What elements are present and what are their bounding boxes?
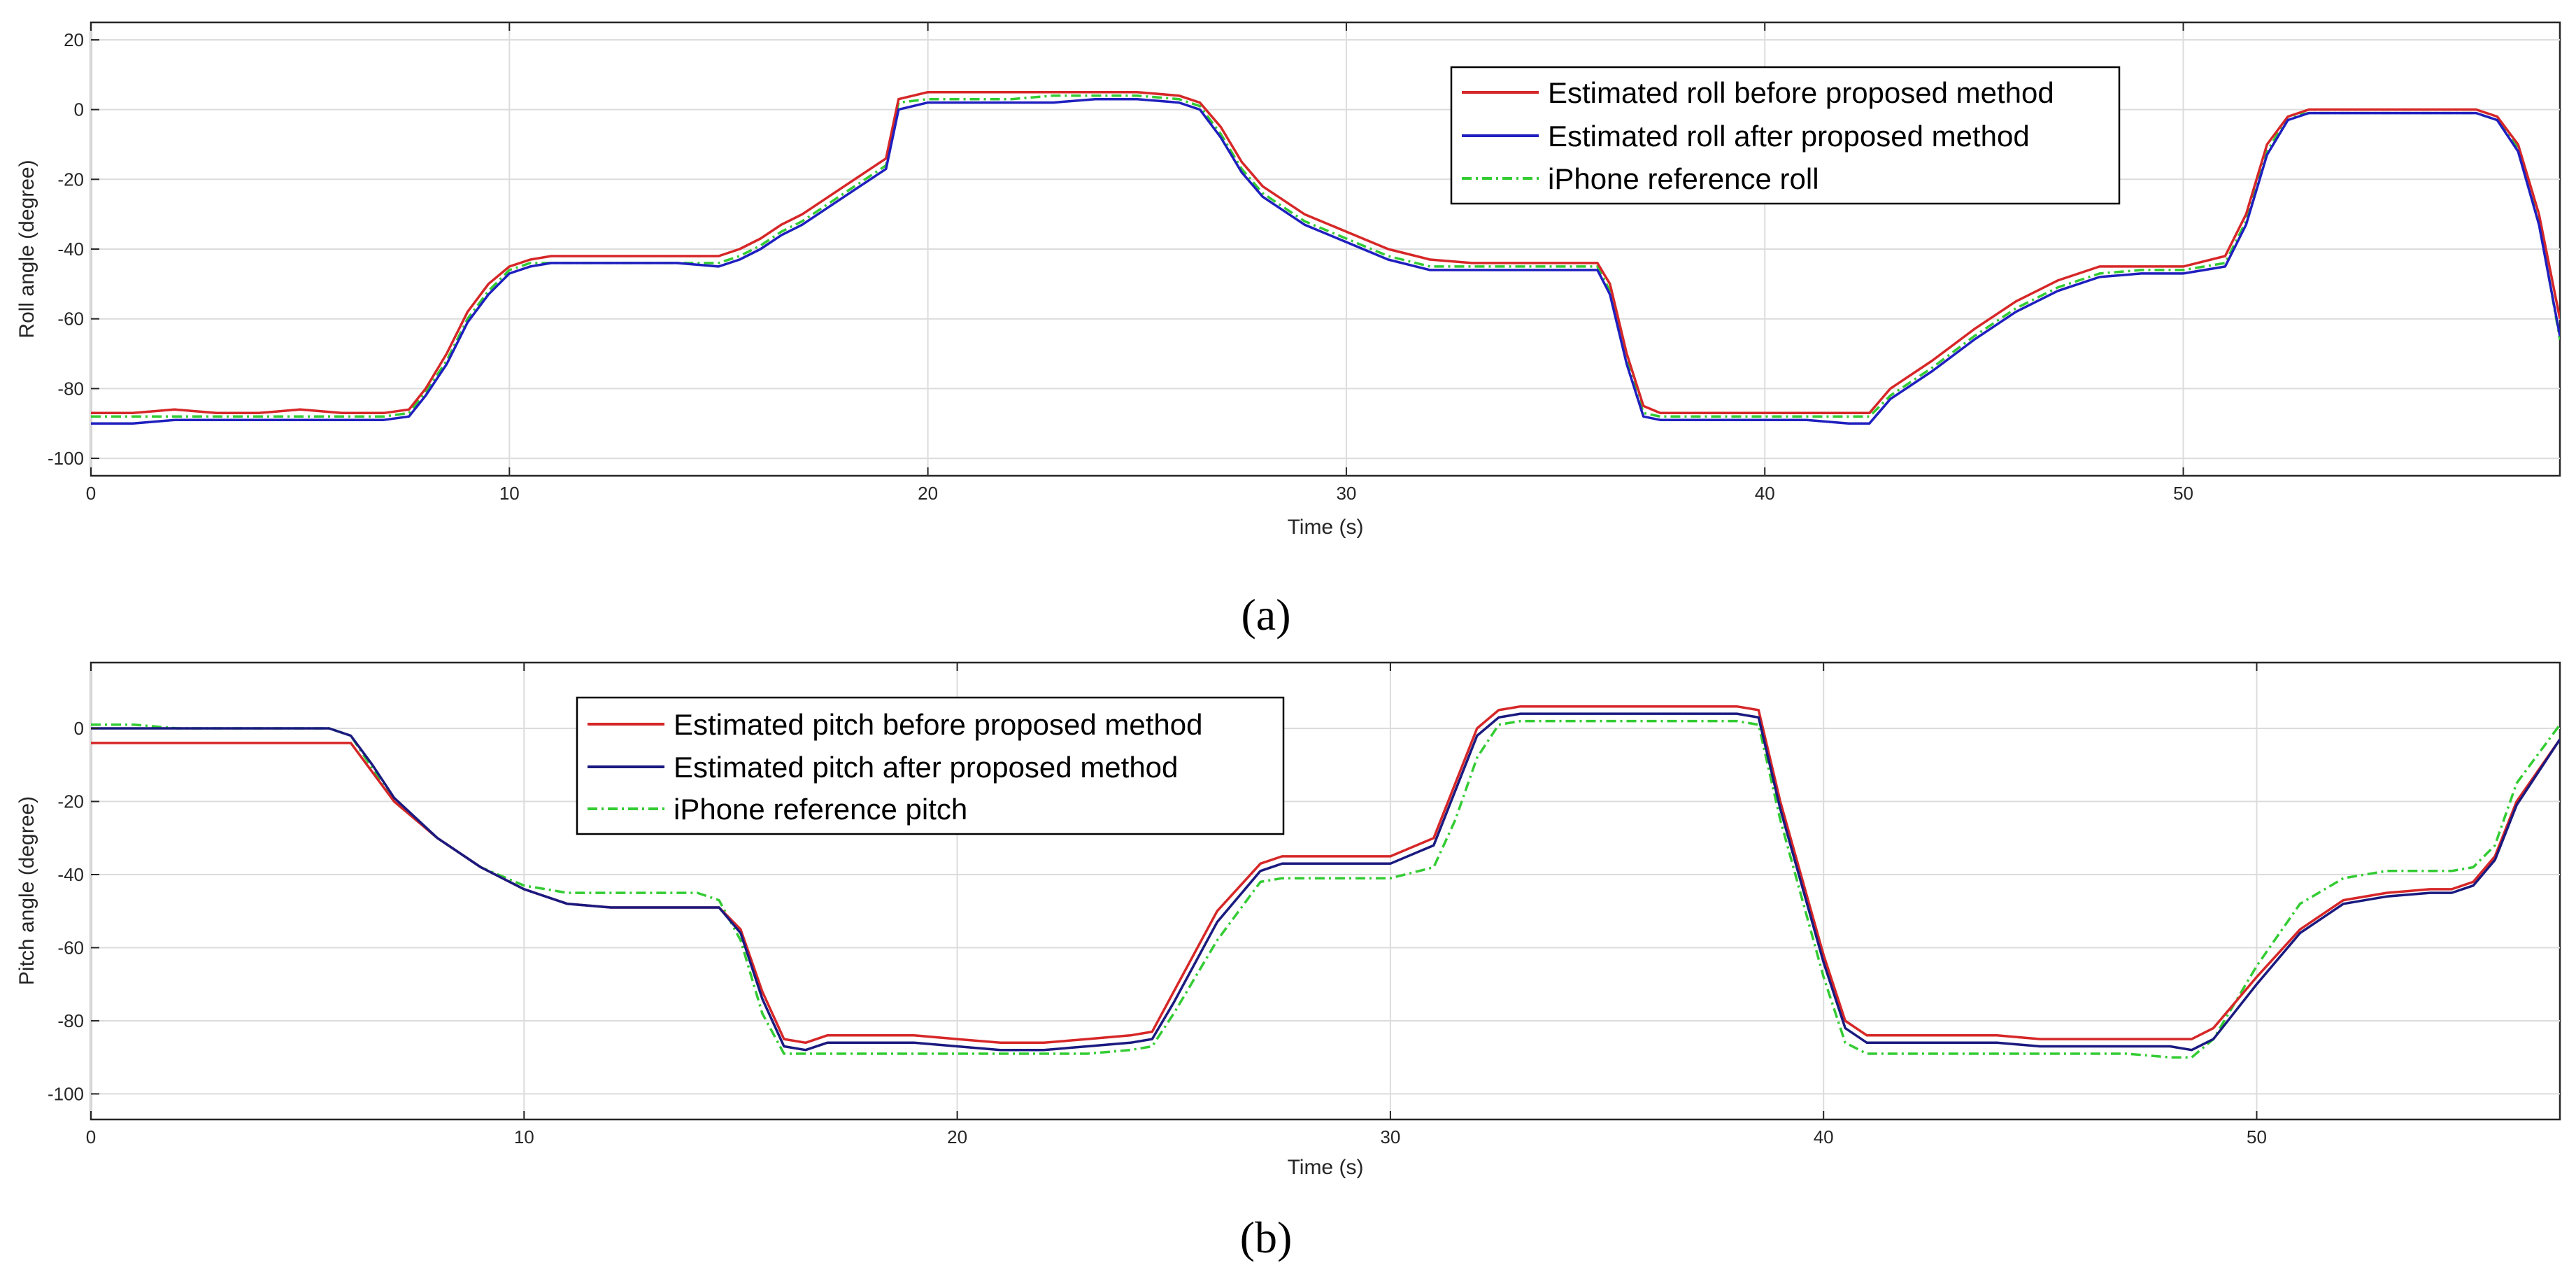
pitch-grid	[90, 663, 2560, 1119]
pitch-x-tick-label: 20	[947, 1126, 967, 1147]
pitch-x-tick-label: 50	[2247, 1126, 2267, 1147]
roll-y-tick-label: -80	[57, 378, 84, 399]
pitch-x-tick-label: 40	[1814, 1126, 1834, 1147]
roll-y-axis-label: Roll angle (degree)	[15, 160, 38, 338]
roll-x-tick-label: 0	[86, 483, 96, 504]
pitch-series-group	[91, 705, 2560, 1059]
pitch-series-line-3	[91, 719, 2560, 1059]
roll-y-tick-label: -100	[48, 448, 84, 469]
pitch-legend: Estimated pitch before proposed method E…	[576, 696, 1285, 835]
roll-y-tick-label: -60	[57, 309, 84, 330]
roll-x-tick-label: 30	[1336, 483, 1356, 504]
pitch-y-tick-label: -80	[57, 1010, 84, 1031]
roll-grid	[90, 22, 2560, 476]
pitch-chart: 0 10 20 30 40 50 0 -20 -40 -60 -80 -100 Time (s) Pi…	[15, 661, 2561, 1262]
pitch-panel-caption: (b)	[1240, 1213, 1293, 1262]
roll-series-line-3	[91, 94, 2560, 418]
roll-legend-label: iPhone reference roll	[1548, 162, 1819, 195]
pitch-y-tick-label: -20	[57, 791, 84, 812]
roll-legend: Estimated roll before proposed method Es…	[1450, 66, 2121, 205]
roll-panel-caption: (a)	[1241, 590, 1290, 639]
roll-legend-label: Estimated roll before proposed method	[1548, 76, 2054, 109]
roll-x-tick-label: 20	[918, 483, 938, 504]
pitch-plot-area	[90, 661, 2561, 1121]
roll-series-line-2	[91, 97, 2560, 425]
pitch-y-tick-label: -100	[48, 1083, 84, 1104]
roll-legend-box	[1450, 66, 2121, 205]
pitch-y-tick-label: -60	[57, 937, 84, 958]
pitch-ticks: 0 10 20 30 40 50 0 -20 -40 -60 -80 -100	[48, 663, 2267, 1147]
pitch-x-tick-label: 30	[1380, 1126, 1400, 1147]
pitch-y-axis-label: Pitch angle (degree)	[15, 796, 38, 985]
pitch-legend-label: iPhone reference pitch	[674, 793, 967, 826]
roll-x-tick-label: 10	[499, 483, 520, 504]
roll-series-line-1	[91, 90, 2560, 415]
roll-ticks: 0 10 20 30 40 50 20 0 -20 -40 -60 -80 -100	[48, 22, 2193, 504]
roll-x-tick-label: 40	[1755, 483, 1775, 504]
pitch-y-tick-label: -40	[57, 864, 84, 885]
roll-series-group	[91, 90, 2560, 425]
pitch-x-axis-label: Time (s)	[1288, 1156, 1364, 1179]
roll-y-tick-label: -20	[57, 169, 84, 190]
roll-y-tick-label: 20	[64, 29, 84, 50]
pitch-legend-label: Estimated pitch before proposed method	[674, 708, 1202, 741]
pitch-series-line-2	[91, 712, 2560, 1052]
pitch-y-tick-label: 0	[74, 718, 84, 739]
roll-x-tick-label: 50	[2173, 483, 2193, 504]
roll-legend-label: Estimated roll after proposed method	[1548, 120, 2030, 153]
roll-y-tick-label: -40	[57, 239, 84, 260]
pitch-legend-box	[576, 696, 1285, 835]
pitch-legend-label: Estimated pitch after proposed method	[674, 751, 1178, 784]
roll-x-axis-label: Time (s)	[1288, 516, 1364, 539]
roll-y-tick-label: 0	[74, 99, 84, 120]
pitch-x-tick-label: 0	[86, 1126, 96, 1147]
pitch-x-tick-label: 10	[514, 1126, 534, 1147]
